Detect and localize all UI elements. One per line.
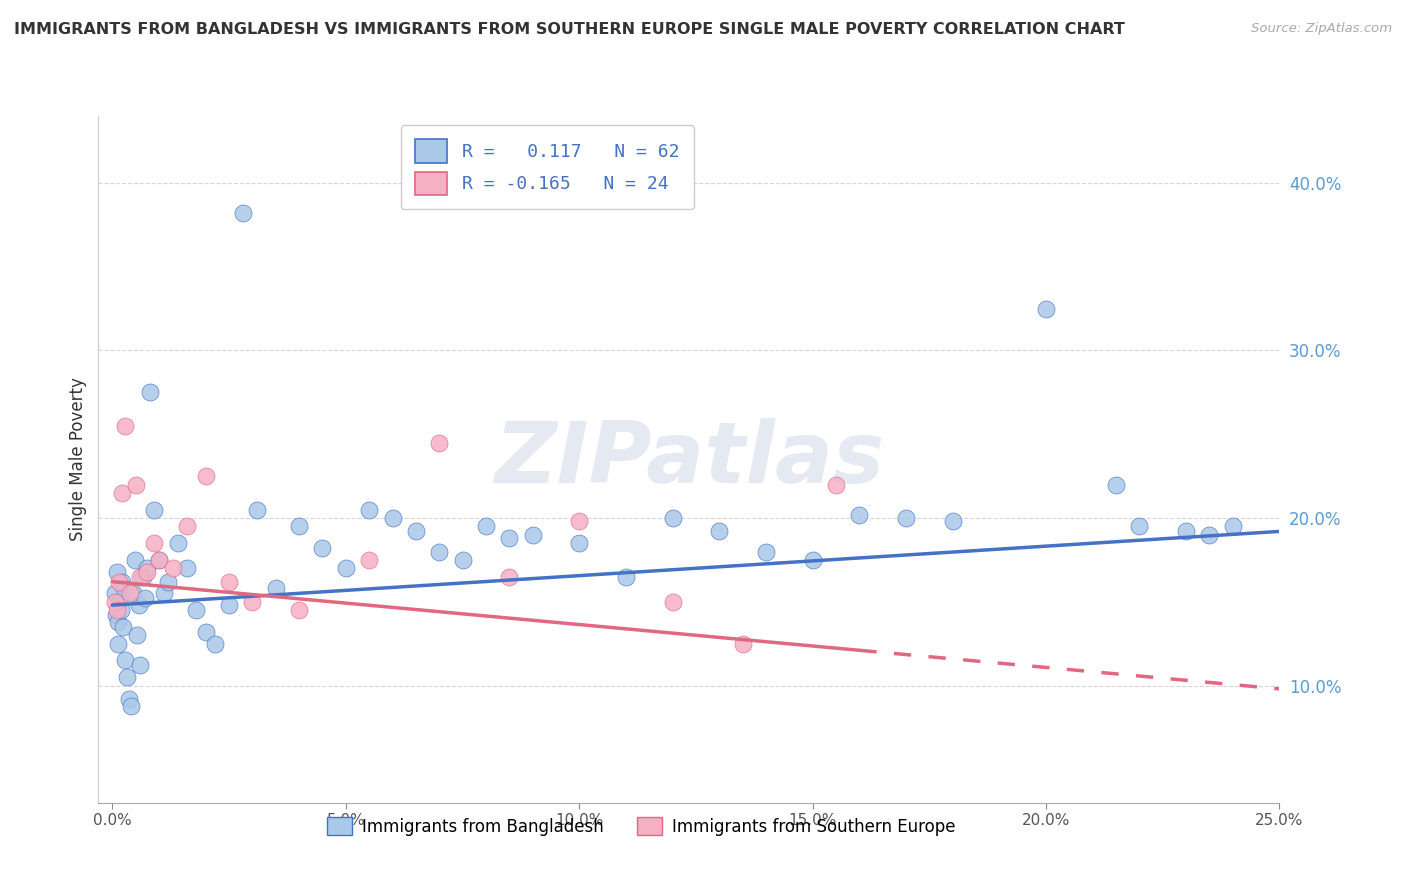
Point <box>801 553 824 567</box>
Point <box>111 620 134 634</box>
Point <box>218 598 240 612</box>
Text: ZIPatlas: ZIPatlas <box>494 417 884 501</box>
Point <box>152 586 174 600</box>
Point <box>129 658 152 673</box>
Point <box>124 553 146 567</box>
Point <box>311 541 333 556</box>
Point <box>218 574 240 589</box>
Point <box>848 508 870 522</box>
Point <box>1128 519 1150 533</box>
Point <box>1105 477 1128 491</box>
Point <box>105 603 128 617</box>
Point <box>498 569 520 583</box>
Point <box>498 531 520 545</box>
Point <box>128 598 150 612</box>
Point <box>148 553 170 567</box>
Point <box>104 608 127 623</box>
Point <box>120 698 142 713</box>
Point <box>942 514 965 528</box>
Point <box>614 569 637 583</box>
Point <box>176 519 198 533</box>
Point <box>1175 524 1198 539</box>
Point <box>143 502 166 516</box>
Point <box>162 561 184 575</box>
Point <box>129 569 152 583</box>
Point <box>157 574 180 589</box>
Point <box>755 544 778 558</box>
Point <box>359 553 381 567</box>
Point <box>568 536 591 550</box>
Point <box>661 595 683 609</box>
Point <box>112 582 135 596</box>
Point <box>359 502 381 516</box>
Point <box>381 511 404 525</box>
Point <box>288 519 311 533</box>
Text: IMMIGRANTS FROM BANGLADESH VS IMMIGRANTS FROM SOUTHERN EUROPE SINGLE MALE POVERT: IMMIGRANTS FROM BANGLADESH VS IMMIGRANTS… <box>14 22 1125 37</box>
Point <box>731 637 754 651</box>
Point <box>122 586 145 600</box>
Point <box>264 582 287 596</box>
Point <box>148 553 170 567</box>
Point <box>894 511 917 525</box>
Point <box>105 565 128 579</box>
Point <box>568 514 591 528</box>
Point <box>108 574 131 589</box>
Point <box>136 561 159 575</box>
Point <box>134 591 156 606</box>
Point <box>108 595 131 609</box>
Point <box>451 553 474 567</box>
Point <box>186 603 208 617</box>
Point <box>111 574 134 589</box>
Point <box>194 469 217 483</box>
Point <box>176 561 198 575</box>
Point <box>288 603 311 617</box>
Point <box>204 637 226 651</box>
Point <box>246 502 269 516</box>
Point <box>125 628 148 642</box>
Point <box>661 511 683 525</box>
Point <box>114 653 136 667</box>
Point <box>242 595 264 609</box>
Point <box>136 565 159 579</box>
Y-axis label: Single Male Poverty: Single Male Poverty <box>69 377 87 541</box>
Point <box>107 615 129 629</box>
Point <box>475 519 498 533</box>
Point <box>139 385 162 400</box>
Point <box>104 595 127 609</box>
Point <box>117 670 139 684</box>
Text: Source: ZipAtlas.com: Source: ZipAtlas.com <box>1251 22 1392 36</box>
Point <box>427 544 450 558</box>
Point <box>194 624 217 639</box>
Point <box>1035 301 1057 316</box>
Point <box>232 206 254 220</box>
Point <box>825 477 848 491</box>
Point <box>132 569 155 583</box>
Point <box>522 528 544 542</box>
Point <box>166 536 188 550</box>
Point <box>405 524 427 539</box>
Point <box>335 561 357 575</box>
Point <box>114 418 136 433</box>
Point <box>1198 528 1220 542</box>
Point <box>118 692 141 706</box>
Point <box>709 524 731 539</box>
Point <box>427 435 450 450</box>
Point <box>1222 519 1244 533</box>
Point <box>111 486 134 500</box>
Point <box>143 536 166 550</box>
Point <box>120 586 142 600</box>
Point <box>125 477 148 491</box>
Point <box>107 637 129 651</box>
Legend: Immigrants from Bangladesh, Immigrants from Southern Europe: Immigrants from Bangladesh, Immigrants f… <box>321 811 963 843</box>
Point <box>104 586 127 600</box>
Point <box>110 603 132 617</box>
